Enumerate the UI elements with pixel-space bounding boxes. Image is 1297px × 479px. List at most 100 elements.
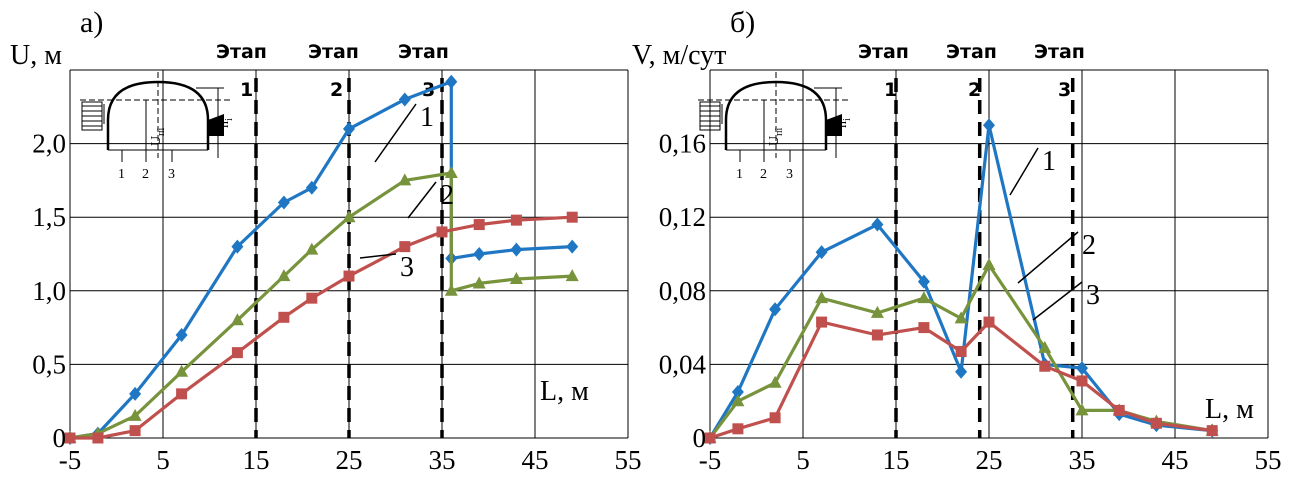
data-point	[769, 412, 781, 424]
x-axis-label-a: L, м	[540, 376, 589, 407]
data-point	[175, 364, 189, 377]
data-point	[436, 226, 448, 238]
data-point	[731, 385, 744, 399]
data-point	[1113, 404, 1125, 416]
inset-u-main: U	[149, 136, 164, 146]
x-tick-label: 45	[522, 445, 549, 475]
series-label-1: 1	[420, 102, 434, 133]
data-point	[305, 180, 318, 195]
series-leader-line	[1009, 147, 1039, 196]
data-point	[815, 291, 829, 304]
data-point	[1039, 360, 1051, 372]
tunnel-inset-b: hi Uпi 1 2 3	[698, 72, 853, 182]
data-point	[954, 311, 968, 324]
inset-face	[208, 114, 224, 136]
data-point	[983, 118, 995, 133]
data-point	[509, 272, 523, 285]
inset-h-sub: i	[842, 118, 853, 121]
series-label-2: 2	[440, 180, 454, 211]
y-axis-label-a: U, м	[10, 40, 62, 71]
data-point	[128, 408, 142, 421]
panel-label-b: б)	[730, 6, 755, 39]
data-point	[398, 173, 412, 186]
inset-point-label: 2	[142, 167, 149, 182]
series-labels-a: 1 2 3	[359, 102, 454, 283]
series-label-1: 1	[1042, 146, 1056, 177]
data-point	[731, 394, 745, 407]
y-tick-label: 1,5	[32, 202, 66, 232]
panel-a: Этап 1 Этап 2 Этап 3 1 2 3 -5 5 15 25 35 45 55 0 0,5 1,0…	[10, 6, 642, 475]
y-tick-label: 0,12	[659, 202, 706, 232]
data-point	[917, 291, 931, 304]
inset-u-sub: пi	[774, 128, 785, 136]
y-tick-label: 0,08	[659, 276, 706, 306]
data-point	[473, 219, 485, 231]
data-point	[955, 346, 967, 358]
inset-face	[826, 114, 842, 136]
data-point	[917, 274, 930, 289]
data-point	[277, 269, 291, 282]
stage-number: 1	[240, 79, 253, 101]
x-tick-label: 35	[1069, 445, 1096, 475]
y-tick-label: 0,04	[659, 349, 707, 379]
data-point	[230, 313, 244, 326]
y-tick-label: 2,0	[32, 129, 66, 159]
stage-number: 3	[1058, 79, 1071, 101]
y-tick-label: 0	[693, 423, 707, 453]
x-axis-label-b: L, м	[1205, 394, 1254, 425]
panel-b: Этап 1 Этап 2 Этап 3 1 2 3 -5 5 15 25 35 45 55 0 0,04 0,…	[632, 6, 1282, 475]
series-line-2	[69, 171, 573, 440]
data-point	[1076, 375, 1088, 387]
x-tick-label: 45	[1162, 445, 1189, 475]
stage-number: 2	[968, 79, 981, 101]
series-b	[703, 118, 1219, 445]
y-tick-label: 1,0	[32, 276, 66, 306]
data-point	[768, 375, 782, 388]
series-leader-line	[1017, 231, 1079, 284]
series-a	[63, 74, 579, 445]
data-point	[472, 276, 486, 289]
stage-number: 2	[330, 79, 343, 101]
data-point	[870, 305, 884, 318]
data-point	[306, 292, 318, 304]
inset-h-main: h	[835, 121, 850, 128]
inset-point-label: 3	[786, 167, 793, 182]
data-point	[1075, 403, 1089, 416]
x-tick-label: 55	[615, 445, 642, 475]
data-point	[704, 432, 716, 444]
data-point	[64, 432, 76, 444]
data-point	[982, 258, 996, 271]
x-tick-label: 5	[796, 445, 810, 475]
x-tick-label: 5	[156, 445, 170, 475]
data-point	[278, 311, 290, 323]
x-tick-label: 15	[243, 445, 270, 475]
data-point	[732, 423, 744, 435]
inset-u-main: U	[767, 136, 782, 146]
series-leader-line	[407, 181, 437, 219]
panel-label-a: а)	[80, 6, 103, 39]
stage-lines-b: Этап 1 Этап 2 Этап 3	[858, 41, 1085, 438]
series-leader-line	[1032, 281, 1083, 321]
data-point	[566, 239, 579, 254]
data-point	[983, 316, 995, 328]
x-tick-label: 25	[976, 445, 1003, 475]
inset-u-sub: пi	[156, 128, 167, 136]
data-point	[277, 195, 290, 210]
stage-lines-a: Этап 1 Этап 2 Этап 3	[216, 41, 449, 438]
data-point	[871, 217, 884, 232]
inset-u-label: Uпi	[149, 128, 167, 146]
x-tick-label: 15	[883, 445, 910, 475]
series-leader-line	[374, 103, 417, 163]
series-labels-b: 1 2 3	[1009, 146, 1100, 321]
data-point	[445, 74, 458, 89]
inset-point-label: 1	[736, 167, 743, 182]
tunnel-diagram: hi Uпi 1 2 3	[80, 72, 235, 182]
stage-label: Этап	[946, 41, 997, 63]
data-point	[398, 92, 411, 107]
y-tick-label: 0,16	[659, 129, 706, 159]
x-tick-label: 35	[429, 445, 456, 475]
series-label-3: 3	[1086, 280, 1100, 311]
data-point	[343, 121, 355, 136]
data-point	[92, 432, 104, 444]
